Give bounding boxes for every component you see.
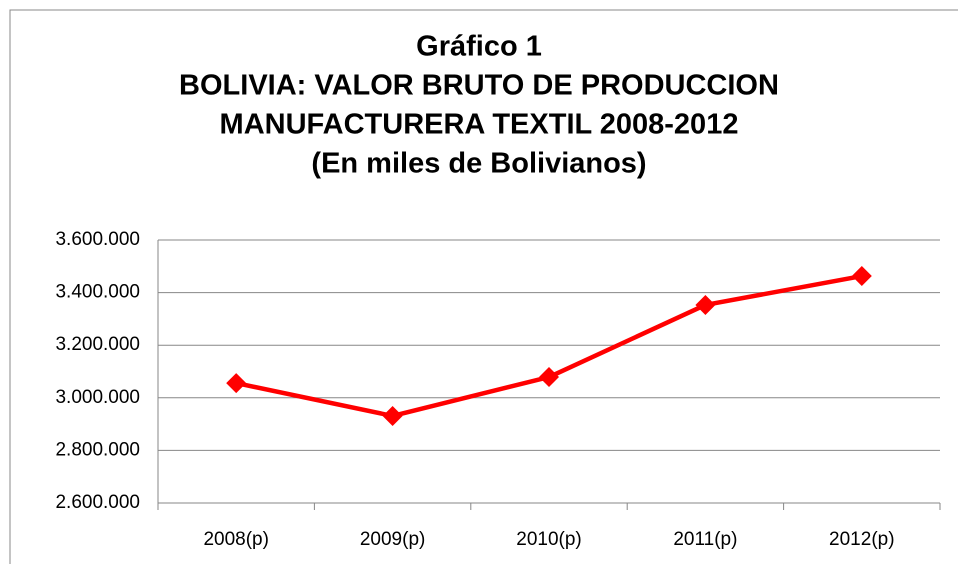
marker [382,405,403,426]
y-tick-label: 3.200.000 [55,334,140,355]
chart-title: Gráfico 1 [416,31,542,63]
chart-title: MANUFACTURERA TEXTIL 2008-2012 [220,109,739,141]
marker [539,367,559,388]
marker [695,294,716,315]
y-tick-label: 2.800.000 [55,439,140,460]
marker [851,266,872,287]
x-tick-label: 2010(p) [516,529,582,550]
y-tick-label: 3.400.000 [55,282,140,303]
marker [226,373,247,394]
chart-frame [9,9,958,564]
x-tick-label: 2008(p) [203,529,269,550]
y-tick-label: 3.600.000 [55,229,140,250]
chart-title: (En miles de Bolivianos) [311,148,646,180]
y-tick-label: 2.600.000 [55,492,140,513]
chart-title: BOLIVIA: VALOR BRUTO DE PRODUCCION [179,70,779,102]
x-tick-label: 2011(p) [673,529,737,550]
line [235,273,863,419]
x-tick-label: 2009(p) [360,529,426,550]
x-tick-label: 2012(p) [829,529,895,550]
y-tick-label: 3.000.000 [55,387,140,408]
